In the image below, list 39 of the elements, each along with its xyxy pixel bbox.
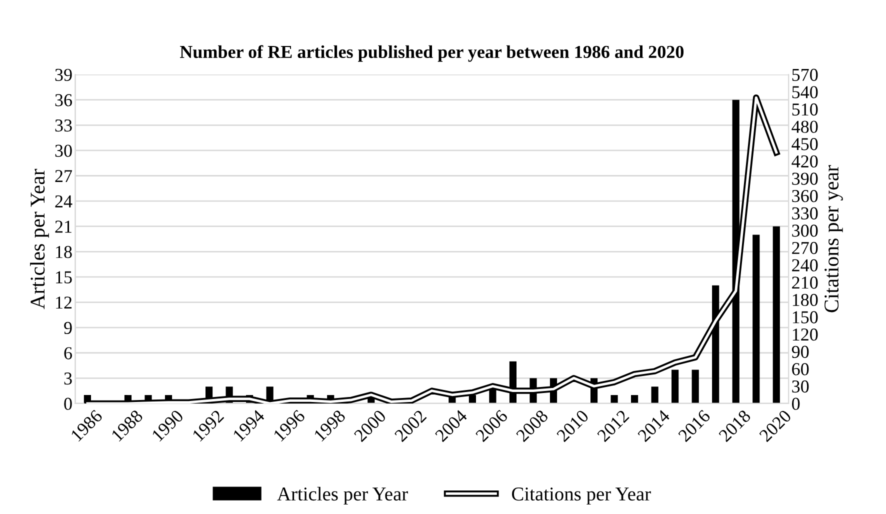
y-tick-label: 15	[56, 271, 72, 284]
y-axis-title: Articles per Year	[30, 168, 49, 310]
legend-label: Articles per Year	[277, 486, 408, 505]
y2-tick-label: 240	[792, 259, 818, 272]
y2-tick-label: 0	[792, 398, 800, 410]
y2-tick-label: 360	[792, 190, 818, 202]
y2-tick-label: 420	[792, 155, 818, 168]
chart-title: Number of RE articles published per year between 1986 and 2020	[180, 45, 684, 62]
legend-label: Citations per Year	[512, 488, 651, 505]
y-tick-label: 27	[55, 170, 72, 182]
y-tick-label: 33	[55, 119, 72, 132]
y-tick-label: 36	[55, 94, 72, 106]
y2-tick-label: 60	[792, 363, 809, 376]
y2-tick-label: 150	[792, 311, 818, 324]
y2-tick-label: 450	[792, 138, 818, 150]
y2-tick-label: 300	[792, 224, 818, 237]
y-tick-label: 12	[56, 296, 72, 309]
y-tick-label: 0	[64, 398, 72, 410]
y-tick-label: 21	[55, 220, 72, 233]
y2-tick-label: 330	[792, 207, 818, 220]
y2-tick-label: 210	[792, 276, 818, 289]
y-tick-label: 30	[55, 144, 72, 157]
y-tick-label: 18	[56, 246, 72, 258]
y-tick-label: 9	[64, 322, 72, 334]
y-tick-label: 3	[64, 372, 72, 385]
y-tick-label: 6	[64, 347, 72, 360]
y2-tick-label: 480	[792, 120, 818, 133]
y2-axis-title: Citations per year	[824, 165, 843, 312]
y2-tick-label: 120	[792, 328, 818, 341]
y2-tick-label: 270	[792, 242, 818, 254]
y2-tick-label: 180	[792, 294, 818, 306]
y2-tick-label: 540	[792, 86, 818, 98]
y2-tick-label: 510	[792, 103, 818, 116]
y2-tick-label: 90	[792, 346, 809, 358]
y-tick-label: 24	[55, 195, 72, 208]
y2-tick-label: 390	[792, 172, 818, 185]
y2-tick-label: 570	[792, 68, 818, 81]
y2-tick-label: 30	[792, 380, 809, 393]
y-tick-label: 39	[55, 68, 72, 81]
